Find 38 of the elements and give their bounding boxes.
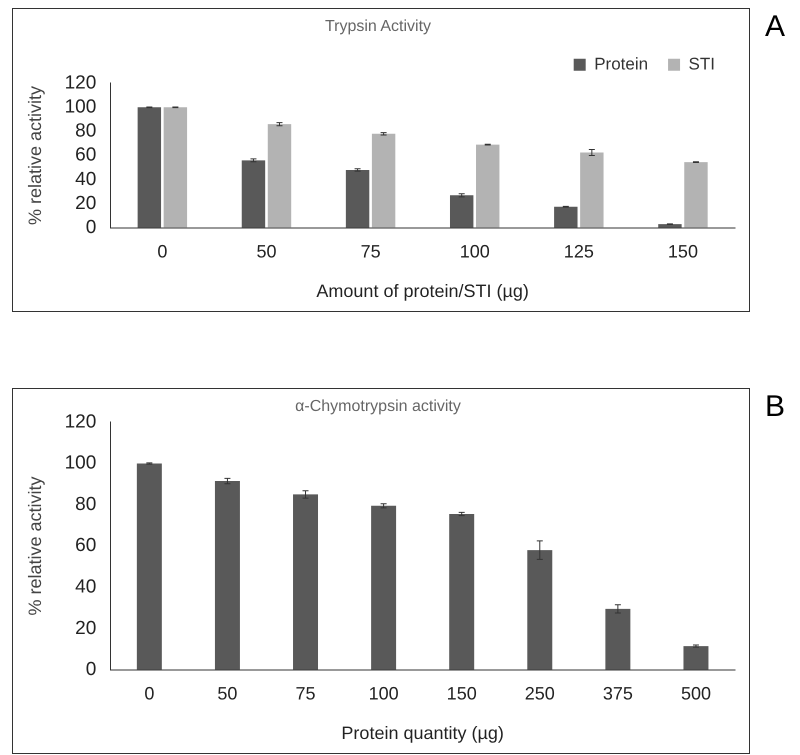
text: B <box>765 390 786 424</box>
x-tick-label: 150 <box>668 242 698 262</box>
x-axis-title: Amount of protein/STI (µg) <box>316 281 529 302</box>
x-tick-label: 150 <box>446 684 477 704</box>
chart-title: α-Chymotrypsin activity <box>295 398 461 416</box>
y-tick-label: 100 <box>64 452 96 474</box>
y-axis-title: % relative activity <box>24 86 45 226</box>
x-tick-label: 100 <box>460 242 490 262</box>
x-tick-label: 50 <box>217 684 238 704</box>
y-tick-label: 0 <box>86 659 96 680</box>
text: A <box>765 10 786 44</box>
y-tick-label: 60 <box>75 535 96 556</box>
legend-label: STI <box>688 54 716 74</box>
x-tick-label: 125 <box>564 242 594 262</box>
y-tick-label: 80 <box>75 494 96 515</box>
x-tick-label: 50 <box>256 242 276 262</box>
y-tick-label: 20 <box>75 618 96 639</box>
x-tick-label: 100 <box>368 684 399 704</box>
y-tick-label: 0 <box>86 217 96 238</box>
y-axis-title: % relative activity <box>24 476 45 616</box>
x-tick-label: 500 <box>680 684 711 704</box>
y-tick-label: 40 <box>75 168 96 190</box>
x-tick-label: 250 <box>524 684 555 704</box>
x-tick-label: 75 <box>360 242 381 262</box>
x-tick-label: 0 <box>157 242 168 262</box>
y-tick-label: 40 <box>75 576 96 598</box>
y-tick-label: 80 <box>75 120 96 142</box>
x-tick-label: 0 <box>144 684 154 704</box>
legend-label: Protein <box>594 54 648 74</box>
x-tick-label: 75 <box>296 684 316 704</box>
y-tick-label: 100 <box>64 96 96 118</box>
y-tick-label: 20 <box>75 192 96 214</box>
x-axis-title: Protein quantity (µg) <box>341 723 504 744</box>
y-tick-label: 120 <box>64 72 96 94</box>
y-tick-label: 60 <box>75 144 96 166</box>
y-tick-label: 120 <box>64 411 96 432</box>
chart-title: Trypsin Activity <box>324 18 432 36</box>
x-tick-label: 375 <box>602 684 633 704</box>
